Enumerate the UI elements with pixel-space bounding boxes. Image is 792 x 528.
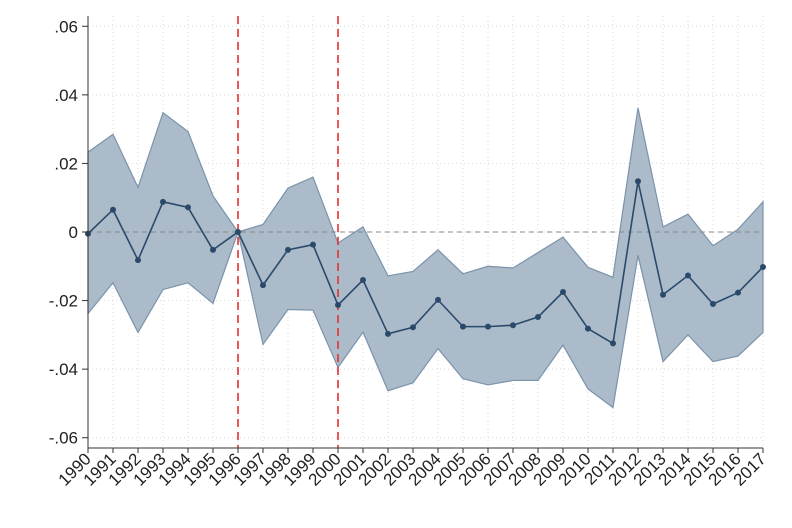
data-point: [210, 246, 216, 253]
y-tick-label: 0: [69, 223, 78, 242]
data-point: [160, 198, 166, 205]
data-point: [760, 263, 766, 270]
data-point: [285, 246, 291, 253]
data-point: [510, 322, 516, 329]
data-point: [135, 257, 141, 264]
data-point: [585, 325, 591, 332]
data-point: [710, 301, 716, 307]
data-point: [660, 291, 666, 298]
data-point: [335, 302, 341, 309]
data-point: [310, 241, 316, 248]
data-point: [235, 229, 241, 235]
data-point: [635, 178, 641, 185]
y-tick-label: -.02: [49, 292, 78, 311]
y-tick-label: .04: [54, 86, 78, 105]
confidence-interval-area: [87, 107, 764, 409]
data-point: [260, 282, 266, 289]
data-point: [735, 289, 741, 296]
data-point: [410, 324, 416, 331]
data-point: [360, 277, 366, 283]
data-point: [485, 323, 491, 330]
data-point: [385, 330, 391, 337]
y-tick-label: .06: [54, 17, 78, 36]
y-tick-label: .02: [54, 154, 78, 173]
data-point: [185, 204, 191, 211]
data-point: [535, 314, 541, 321]
data-point: [435, 296, 441, 303]
axes: .06.04.020-.02-.04-.06199019911992199319…: [49, 16, 770, 490]
y-tick-label: -.06: [49, 429, 78, 448]
data-point: [560, 289, 566, 295]
data-point: [610, 340, 616, 347]
series: [85, 178, 766, 347]
confidence-band: [87, 107, 764, 409]
data-point: [460, 323, 466, 330]
data-point: [685, 272, 691, 279]
data-point: [110, 206, 116, 213]
y-tick-label: -.04: [49, 360, 78, 379]
series-line: [87, 181, 764, 345]
